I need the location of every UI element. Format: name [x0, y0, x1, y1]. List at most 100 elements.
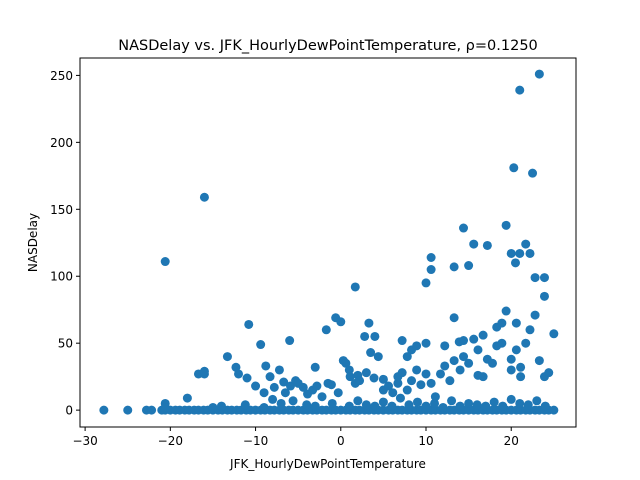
data-point	[421, 338, 431, 348]
data-point	[350, 282, 360, 292]
data-point	[317, 392, 327, 402]
data-point	[525, 325, 535, 335]
data-point	[539, 273, 549, 283]
data-point	[412, 397, 422, 407]
data-point	[440, 341, 450, 351]
data-point	[532, 396, 542, 406]
data-point	[515, 85, 525, 95]
y-tick-label: 250	[50, 69, 73, 83]
data-point	[478, 372, 488, 382]
data-point	[539, 291, 549, 301]
data-point	[469, 334, 479, 344]
x-tick-label: −30	[72, 434, 97, 448]
data-point	[344, 401, 354, 411]
data-point	[416, 380, 426, 390]
data-point	[516, 362, 526, 372]
x-axis: −30 −20 −10 0 10 20	[72, 427, 519, 448]
data-point	[397, 336, 407, 346]
plot-area	[79, 57, 577, 428]
data-point	[261, 361, 271, 371]
data-point	[361, 400, 371, 410]
data-point	[459, 352, 469, 362]
data-point	[369, 373, 379, 383]
data-point	[549, 405, 559, 415]
data-point	[242, 373, 252, 383]
x-tick-label: 10	[418, 434, 433, 448]
data-point	[430, 392, 440, 402]
data-point	[370, 401, 380, 411]
data-point	[344, 365, 354, 375]
data-point	[426, 265, 436, 275]
data-point	[501, 306, 511, 316]
x-tick-label: −10	[243, 434, 268, 448]
data-point	[469, 239, 479, 249]
data-point	[544, 368, 554, 378]
data-point	[540, 401, 550, 411]
data-point	[440, 361, 450, 371]
data-point	[160, 257, 170, 267]
data-point	[482, 240, 492, 250]
data-point	[199, 192, 209, 202]
data-point	[497, 318, 507, 328]
data-point	[256, 340, 266, 350]
data-point	[449, 262, 459, 272]
data-point	[426, 253, 436, 262]
data-point	[510, 258, 520, 268]
data-point	[445, 376, 455, 386]
data-point	[489, 397, 499, 407]
data-point	[355, 376, 365, 386]
data-point	[481, 401, 491, 411]
data-point	[333, 388, 343, 398]
data-point	[402, 385, 412, 395]
data-point	[449, 313, 459, 323]
data-points	[99, 69, 559, 415]
data-point	[473, 345, 483, 355]
data-point	[341, 358, 351, 368]
data-point	[515, 248, 525, 258]
data-point	[259, 402, 269, 412]
data-point	[279, 377, 289, 387]
data-point	[521, 239, 531, 249]
data-point	[259, 388, 269, 398]
data-point	[327, 398, 337, 408]
data-point	[459, 336, 469, 346]
data-point	[280, 388, 290, 398]
data-point	[523, 400, 533, 410]
data-point	[269, 382, 279, 392]
data-point	[534, 69, 544, 79]
data-point	[345, 372, 355, 382]
data-point	[459, 223, 469, 233]
data-point	[530, 310, 540, 320]
chart-title: NASDelay vs. JFK_HourlyDewPointTemperatu…	[118, 38, 538, 54]
data-point	[276, 398, 286, 408]
data-point	[412, 341, 422, 351]
data-point	[310, 401, 320, 411]
data-point	[298, 382, 308, 392]
y-axis-label: NASDelay	[26, 213, 40, 272]
data-point	[285, 336, 295, 346]
data-point	[397, 368, 407, 378]
data-point	[478, 330, 488, 340]
data-point	[312, 381, 322, 391]
data-point	[123, 405, 133, 415]
data-point	[353, 396, 363, 406]
data-point	[497, 338, 507, 348]
data-point	[435, 369, 445, 379]
data-point	[402, 352, 412, 362]
y-tick-label: 150	[50, 203, 73, 217]
data-point	[511, 318, 521, 328]
y-tick-label: 50	[58, 337, 73, 351]
data-point	[182, 393, 192, 403]
data-point	[498, 401, 508, 411]
data-point	[240, 400, 250, 410]
data-point	[378, 397, 388, 407]
data-point	[412, 365, 422, 375]
data-point	[506, 394, 516, 404]
data-point	[360, 331, 370, 341]
y-tick-label: 100	[50, 270, 73, 284]
data-point	[378, 374, 388, 384]
data-point	[511, 345, 521, 355]
data-point	[373, 352, 383, 362]
x-tick-label: 20	[504, 434, 519, 448]
